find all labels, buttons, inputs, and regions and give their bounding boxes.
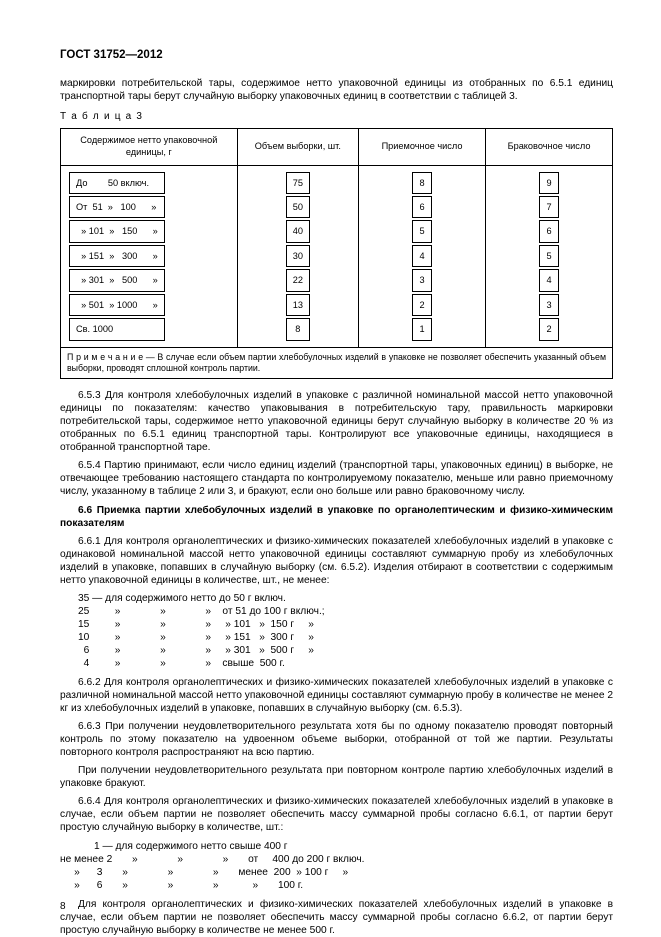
vol-cell: 75 (286, 172, 310, 194)
p-6-6-1: 6.6.1 Для контроля органолептических и ф… (60, 535, 613, 587)
th-content: Содержимое нетто упаковочной единицы, г (61, 128, 238, 165)
vol-cell: 8 (286, 318, 310, 340)
acc-cell: 2 (412, 294, 431, 316)
acc-cell: 3 (412, 269, 431, 291)
rej-subtable: 9 7 6 5 4 3 2 (537, 170, 560, 343)
vol-cell: 50 (286, 196, 310, 218)
intro-paragraph: маркировки потребительской тары, содержи… (60, 77, 613, 103)
range-cell: От 51 » 100 » (69, 196, 165, 218)
table-note: П р и м е ч а н и е — В случае если объе… (61, 347, 613, 379)
range-cell: До 50 включ. (69, 172, 165, 194)
acc-cell: 1 (412, 318, 431, 340)
range-cell: Св. 1000 (69, 318, 165, 340)
vol-cell: 30 (286, 245, 310, 267)
list-1: 35 — для содержимого нетто до 50 г включ… (78, 592, 613, 670)
range-cell: » 501 » 1000 » (69, 294, 165, 316)
list-item: 10 » » » » 151 » 300 г » (78, 631, 613, 644)
list-item: 25 » » » от 51 до 100 г включ.; (78, 605, 613, 618)
list-2: 1 — для содержимого нетто свыше 400 г не… (60, 840, 613, 892)
section-6-6-title: 6.6 Приемка партии хлебобулочных изделий… (60, 504, 613, 530)
acc-subtable: 8 6 5 4 3 2 1 (410, 170, 433, 343)
p-6-6-4: 6.6.4 Для контроля органолептических и ф… (60, 795, 613, 834)
list-item: » 6 » » » » 100 г. (60, 879, 613, 892)
list-item: 35 — для содержимого нетто до 50 г включ… (78, 592, 613, 605)
range-cell: » 301 » 500 » (69, 269, 165, 291)
list-item: 1 — для содержимого нетто свыше 400 г (60, 840, 613, 853)
vol-cell: 13 (286, 294, 310, 316)
th-accept: Приемочное число (359, 128, 486, 165)
range-subtable: До 50 включ. От 51 » 100 » » 101 » 150 »… (67, 170, 167, 343)
p-6-5-3: 6.5.3 Для контроля хлебобулочных изделий… (60, 389, 613, 454)
rej-cell: 3 (539, 294, 558, 316)
p-6-6-3: 6.6.3 При получении неудовлетворительног… (60, 720, 613, 759)
vol-subtable: 75 50 40 30 22 13 8 (284, 170, 312, 343)
list-item: 4 » » » свыше 500 г. (78, 657, 613, 670)
acc-cell: 8 (412, 172, 431, 194)
rej-cell: 7 (539, 196, 558, 218)
vol-cell: 22 (286, 269, 310, 291)
table-body-row: До 50 включ. От 51 » 100 » » 101 » 150 »… (61, 165, 613, 347)
gost-header: ГОСТ 31752—2012 (60, 48, 613, 63)
table-note-row: П р и м е ч а н и е — В случае если объе… (61, 347, 613, 379)
table-3: Содержимое нетто упаковочной единицы, г … (60, 128, 613, 379)
acc-cell: 4 (412, 245, 431, 267)
table-caption: Т а б л и ц а 3 (60, 111, 613, 124)
th-sample: Объем выборки, шт. (237, 128, 358, 165)
rej-cell: 9 (539, 172, 558, 194)
p-6-6-4b: Для контроля органолептических и физико-… (60, 898, 613, 937)
rej-cell: 2 (539, 318, 558, 340)
page-number: 8 (60, 901, 66, 914)
rej-cell: 5 (539, 245, 558, 267)
p-6-5-4: 6.5.4 Партию принимают, если число едини… (60, 459, 613, 498)
range-cell: » 101 » 150 » (69, 220, 165, 242)
list-item: 15 » » » » 101 » 150 г » (78, 618, 613, 631)
rej-cell: 4 (539, 269, 558, 291)
list-item: » 3 » » » менее 200 » 100 г » (60, 866, 613, 879)
rej-cell: 6 (539, 220, 558, 242)
list-item: 6 » » » » 301 » 500 г » (78, 644, 613, 657)
range-cell: » 151 » 300 » (69, 245, 165, 267)
acc-cell: 5 (412, 220, 431, 242)
page: ГОСТ 31752—2012 маркировки потребительск… (0, 0, 661, 936)
p-6-6-3b: При получении неудовлетворительного резу… (60, 764, 613, 790)
p-6-6-2: 6.6.2 Для контроля органолептических и ф… (60, 676, 613, 715)
acc-cell: 6 (412, 196, 431, 218)
th-reject: Браковочное число (486, 128, 613, 165)
list-item: не менее 2 » » » от 400 до 200 г включ. (60, 853, 613, 866)
vol-cell: 40 (286, 220, 310, 242)
